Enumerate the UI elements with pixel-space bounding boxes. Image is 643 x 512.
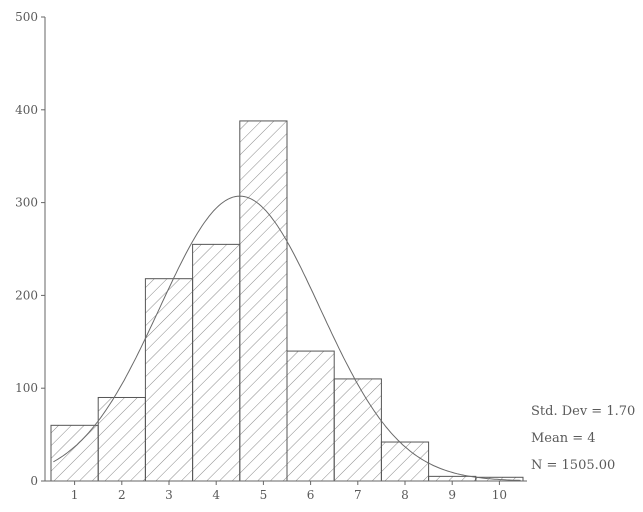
std-dev-label: Std. Dev = 1.70 [531, 404, 636, 419]
x-tick-label-10: 10 [492, 488, 507, 502]
y-tick-label-400: 400 [15, 103, 38, 117]
y-tick-label-500: 500 [15, 10, 38, 24]
bar-4 [192, 243, 241, 482]
bar-9 [428, 475, 477, 482]
x-tick-label-5: 5 [260, 488, 268, 502]
y-tick-label-100: 100 [15, 381, 38, 395]
x-tick-label-3: 3 [165, 488, 173, 502]
x-tick-label-9: 9 [448, 488, 456, 502]
bar-2 [97, 396, 146, 482]
bar-6 [286, 350, 335, 482]
mean-label: Mean = 4 [531, 431, 596, 446]
x-tick-label-4: 4 [212, 488, 220, 502]
normal-curve [53, 195, 521, 481]
bar-1 [50, 424, 99, 482]
y-tick-label-0: 0 [30, 474, 38, 488]
x-tick-label-8: 8 [401, 488, 409, 502]
y-tick-label-200: 200 [15, 288, 38, 302]
x-tick-label-6: 6 [307, 488, 315, 502]
y-tick-label-300: 300 [15, 196, 38, 210]
bar-3 [144, 278, 194, 482]
x-tick-label-7: 7 [354, 488, 362, 502]
stats-box: Std. Dev = 1.70 Mean = 4 N = 1505.00 [531, 398, 635, 479]
n-label: N = 1505.00 [531, 458, 616, 473]
x-tick-label-1: 1 [71, 488, 79, 502]
bar-7 [333, 378, 382, 482]
bar-8 [380, 441, 430, 482]
x-tick-label-2: 2 [118, 488, 126, 502]
bar-5 [239, 120, 288, 482]
